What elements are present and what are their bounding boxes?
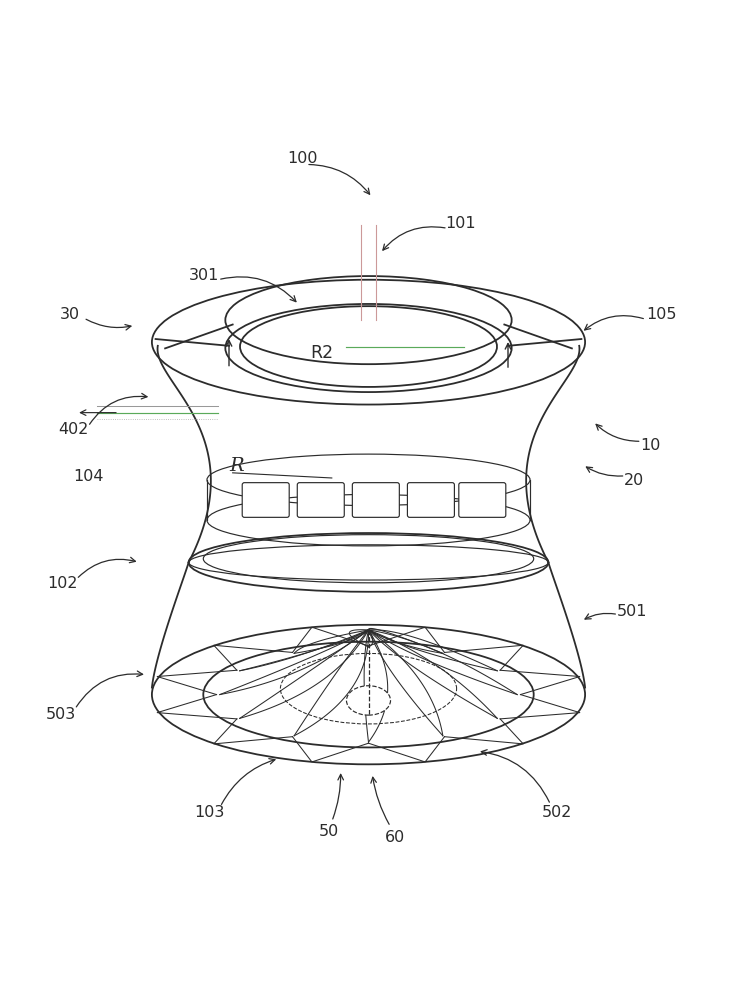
Text: 104: 104 (74, 469, 104, 484)
Text: 10: 10 (640, 438, 660, 453)
FancyBboxPatch shape (408, 483, 455, 517)
Text: 503: 503 (46, 707, 76, 722)
Text: 301: 301 (189, 268, 219, 283)
FancyBboxPatch shape (352, 483, 399, 517)
Text: 101: 101 (445, 216, 475, 231)
FancyBboxPatch shape (242, 483, 289, 517)
FancyBboxPatch shape (459, 483, 506, 517)
FancyBboxPatch shape (297, 483, 344, 517)
Ellipse shape (346, 686, 391, 715)
Text: 50: 50 (318, 824, 339, 839)
Text: 60: 60 (385, 830, 405, 845)
Text: 402: 402 (59, 422, 89, 437)
Text: 501: 501 (617, 604, 647, 619)
Text: R: R (229, 457, 244, 475)
Text: 102: 102 (47, 576, 77, 591)
Text: 100: 100 (287, 151, 318, 166)
Text: 103: 103 (194, 805, 224, 820)
Text: 502: 502 (542, 805, 572, 820)
Text: 105: 105 (646, 307, 677, 322)
Text: 20: 20 (624, 473, 644, 488)
Text: 30: 30 (60, 307, 80, 322)
Text: R2: R2 (310, 344, 333, 362)
